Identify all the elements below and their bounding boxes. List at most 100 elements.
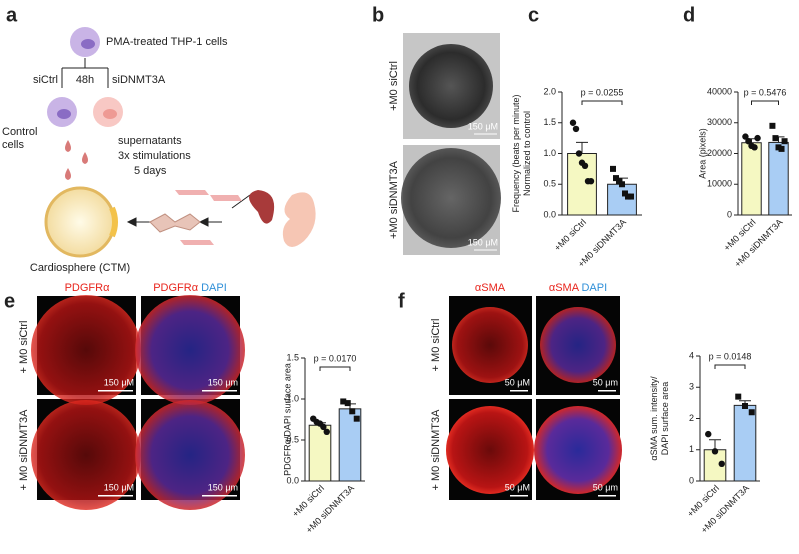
label: siCtrl [33,74,58,86]
spheroid [409,44,493,128]
label: 3x stimulations [118,150,191,162]
data-point [775,144,782,151]
scale-label: 50 μm [593,482,618,492]
scale-label: 150 μM [104,377,134,387]
panel-f: f αSMA αSMA DAPI 50 μM 50 μm 50 μM 50 μm… [398,282,622,500]
label: Cardiosphere (CTM) [30,262,130,274]
y-tick-label: 4 [689,350,694,360]
cardiosphere [44,186,116,258]
drops [65,140,88,180]
y-tick-label: 1.5 [543,117,556,127]
bar [741,142,762,216]
stain-label: PDGFRα DAPI [153,282,227,294]
spheroid [31,400,141,510]
panel-letter: e [4,290,15,312]
bar [768,141,789,216]
y-tick-label: 20000 [707,148,732,158]
scale-label: 150 μM [468,237,498,247]
stain: DAPI [581,282,607,294]
scale-bar [598,390,616,392]
y-axis-label: Area (pixels) [697,128,707,179]
scale-bar [98,495,133,497]
y-axis-label: PDGFRα/DAPI surface area [282,363,292,476]
scale-label: 50 μM [505,377,530,387]
data-point [705,430,712,438]
row-label: + M0 siDNMT3A [18,409,30,491]
scale-bar [598,495,616,497]
row-label: + M0 siCtrl [430,319,442,372]
heart [249,190,275,224]
data-point [628,193,634,200]
scale-bar [510,495,528,497]
data-point [344,400,351,407]
spheroid [452,307,528,383]
scale-label: 150 μM [468,121,498,131]
bar [607,183,637,216]
scale-bars [98,390,237,497]
label: siDNMT3A [112,74,166,86]
y-tick-label: 40000 [707,86,732,96]
significance-bracket [751,100,779,105]
spheroid [401,148,501,248]
nucleus [57,109,71,119]
panel-e: e PDGFRα PDGFRα DAPI 150 μM 150 μm 150 μ… [4,282,245,510]
scale-label: 50 μm [593,377,618,387]
cardiosphere-rim [109,206,119,238]
row-label: +M0 siDNMT3A [388,160,400,239]
stain-label: αSMA DAPI [549,282,607,294]
data-point [735,393,742,400]
y-tick-label: 0.5 [286,434,299,444]
scale-bar [98,390,133,392]
scale-bar [510,390,528,392]
panel-letter: b [372,4,384,26]
y-tick-label: 1.0 [543,148,556,158]
data-point [745,138,752,145]
scale-label: 150 μM [104,482,134,492]
data-point [572,125,580,133]
y-tick-label: 2 [689,413,694,423]
y-tick-label: 1 [689,444,694,454]
fibroblasts [175,190,242,245]
stain-label: αSMA [475,282,506,294]
p-value: p = 0.5476 [744,87,787,97]
data-point [323,428,330,435]
scale-bars [510,390,616,497]
data-point [742,403,748,409]
y-axis-label: αSMA sum. intensity/ [649,376,659,461]
panel-letter: f [398,290,405,312]
significance-bracket [581,100,623,105]
neonate [282,192,316,247]
significance-bracket [319,366,351,371]
nucleus [81,39,95,49]
y-tick-label: 0.5 [543,179,556,189]
y-tick-label: 0 [689,475,694,485]
stain-label: PDGFRα [65,282,111,294]
panel-a: a PMA-treated THP-1 cells siCtrl 48h siD… [2,4,316,274]
spheroid [135,400,245,510]
stain: PDGFRα [153,282,199,294]
panel-letter: d [683,4,695,26]
x-tick-label: +M0 siCtrl [552,217,588,253]
p-value: p = 0.0170 [314,353,357,363]
data-point [772,135,779,142]
nucleus [103,109,117,119]
y-axis-label: Frequency (beats per minute) [511,94,521,212]
scale-bar [202,390,237,392]
label: 5 days [134,165,167,177]
data-point [754,134,761,142]
y-tick-label: 1.5 [286,352,299,362]
stain: αSMA [549,282,580,294]
spheroid [31,295,141,405]
spheroid [540,307,616,383]
data-point [340,398,347,405]
label: supernatants [118,135,182,147]
data-point [748,409,755,416]
scale-bar [202,495,237,497]
panel-letter: c [528,4,539,26]
y-tick-label: 2.0 [543,86,556,96]
row-label: + M0 siCtrl [18,321,30,374]
data-point [320,423,327,431]
panel-b: b 150 μM 150 μM +M0 siCtrl +M0 siDNMT3A [372,4,501,255]
panel-letter: a [6,4,18,26]
